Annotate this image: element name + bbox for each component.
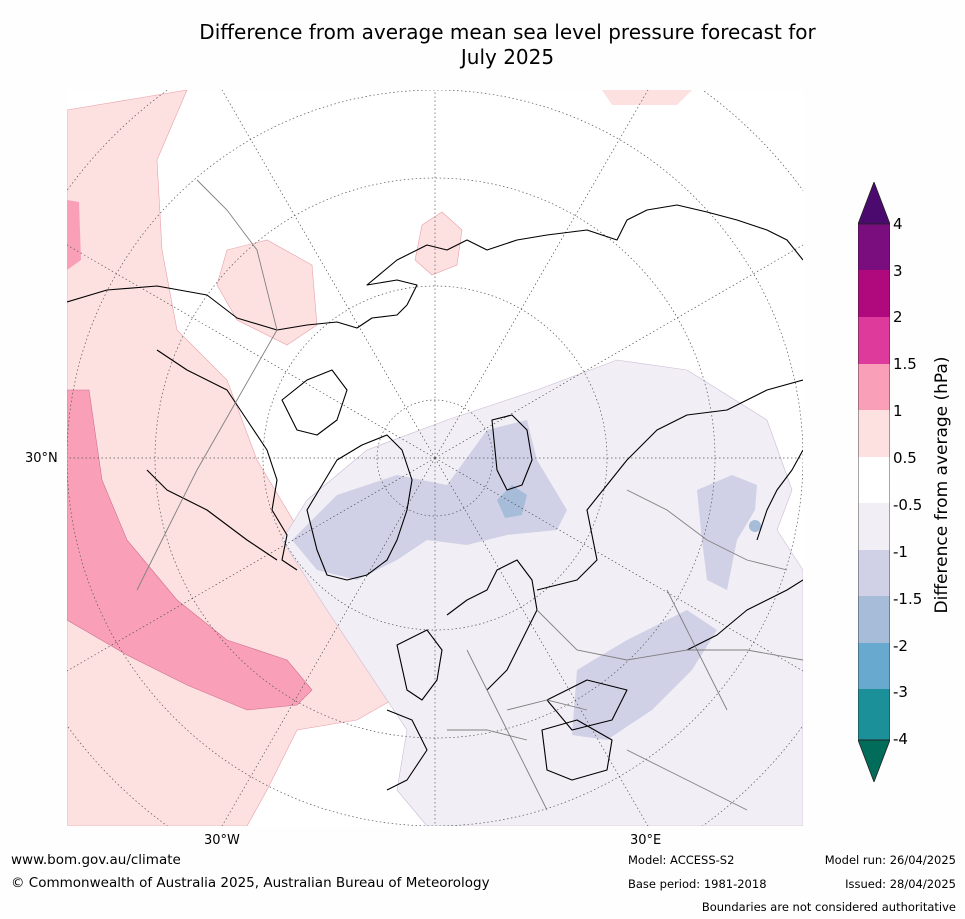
colorbar-tick-m0.5: -0.5	[893, 496, 923, 514]
footer-website[interactable]: www.bom.gov.au/climate	[11, 852, 181, 868]
title-line-1: Difference from average mean sea level p…	[199, 20, 816, 44]
polar-map	[67, 90, 803, 826]
anomaly-positive-light	[67, 90, 398, 826]
colorbar-bin-2-3	[858, 270, 890, 317]
anomaly-negative-baikal	[749, 520, 761, 532]
coastlines	[67, 204, 803, 791]
colorbar-tick-m2: -2	[893, 637, 908, 655]
colorbar-bin-m1.5-m2	[858, 596, 890, 643]
anomaly-positive-top-right	[602, 90, 692, 105]
colorbar-bin-neutral	[858, 457, 890, 503]
footer-base-period: Base period: 1981-2018	[628, 877, 767, 891]
anomaly-negative-siberia	[697, 475, 757, 590]
colorbar-tick-1: 1	[893, 402, 903, 420]
national-borders	[136, 179, 803, 811]
anomaly-positive-north	[414, 211, 463, 276]
colorbar-label: Difference from average (hPa)	[932, 356, 952, 614]
anomaly-positive-strong	[67, 389, 313, 711]
colorbar-tick-4: 4	[893, 215, 903, 233]
colorbar-extend-bottom	[858, 739, 890, 782]
anomaly-positive-greenland-sea	[216, 239, 318, 346]
anomaly-negative-arctic	[292, 420, 567, 580]
colorbar-bin-3-4	[858, 224, 890, 270]
footer-boundaries-note: Boundaries are not considered authoritat…	[701, 900, 956, 914]
longitude-label-east: 30°E	[630, 833, 662, 848]
colorbar-extend-top	[858, 182, 890, 225]
colorbar-tick-m4: -4	[893, 730, 908, 748]
colorbar-tick-m1.5: -1.5	[893, 590, 923, 608]
colorbar-bin-0.5-1	[858, 410, 890, 457]
chart-title: Difference from average mean sea level p…	[160, 20, 855, 70]
colorbar-tick-m3: -3	[893, 683, 908, 701]
colorbar-tick-m1: -1	[893, 543, 908, 561]
colorbar-bin-m0.5-m1	[858, 503, 890, 550]
colorbar-tick-3: 3	[893, 262, 903, 280]
latitude-label: 30°N	[25, 451, 58, 466]
colorbar-tick-1.5: 1.5	[893, 355, 917, 373]
anomaly-positive-west-edge	[67, 200, 81, 270]
colorbar-bin-1.5-2	[858, 317, 890, 364]
footer-model-run: Model run: 26/04/2025	[824, 853, 956, 867]
title-line-2: July 2025	[460, 45, 555, 69]
colorbar-tick-2: 2	[893, 308, 903, 326]
colorbar-tick-0.5: 0.5	[893, 449, 917, 467]
anomaly-negative-core	[497, 485, 527, 518]
anomaly-negative-caspian	[572, 610, 717, 740]
colorbar-bin-m2-m3	[858, 643, 890, 689]
colorbar-bin-m1-m1.5	[858, 550, 890, 596]
footer-copyright: © Commonwealth of Australia 2025, Austra…	[11, 875, 490, 891]
longitude-label-west: 30°W	[204, 833, 240, 848]
colorbar-bin-m3-m4	[858, 689, 890, 740]
anomaly-negative-light	[281, 359, 803, 826]
footer-issued: Issued: 28/04/2025	[845, 877, 956, 891]
footer-model: Model: ACCESS-S2	[628, 853, 735, 867]
graticule	[67, 90, 803, 826]
colorbar	[858, 182, 890, 782]
colorbar-bin-1-1.5	[858, 364, 890, 410]
